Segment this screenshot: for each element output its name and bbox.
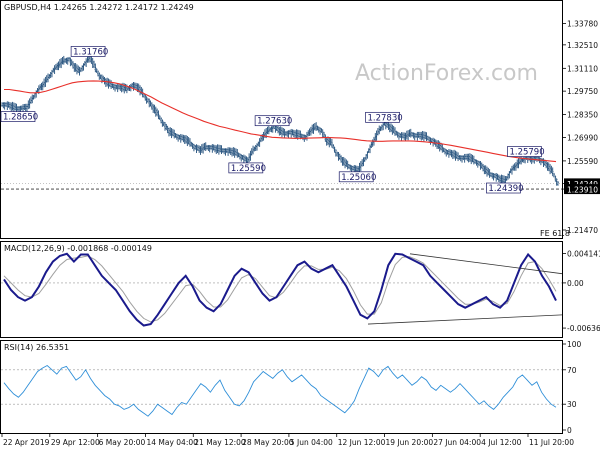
time-axis-label: 28 May 20:00 xyxy=(242,438,294,447)
rsi-axis-label: 100 xyxy=(567,340,582,349)
price-annotation-label: 1.27830 xyxy=(368,113,403,123)
macd-axis-label: 0.00 xyxy=(567,279,584,288)
time-axis-label: 27 Jun 04:00 xyxy=(433,438,481,447)
rsi-axis-label: 70 xyxy=(567,366,577,375)
time-axis-label: 21 May 12:00 xyxy=(194,438,246,447)
price-axis-label: 1.33780 xyxy=(567,20,598,29)
price-axis-label: 1.21470 xyxy=(567,226,598,235)
price-annotation-box xyxy=(365,111,400,123)
price-layer: 1.28650 1.31760 1.25590 1.27630 1.25060 1.278… xyxy=(0,20,600,235)
price-axis-label: 1.23910 xyxy=(567,186,598,195)
rsi-title: RSI(14) 26.5351 xyxy=(4,343,69,352)
fe-level-tag xyxy=(564,184,600,195)
time-axis-label: 29 Apr 12:00 xyxy=(51,438,100,447)
price-annotation-box xyxy=(338,171,374,183)
time-axis-label: 22 Apr 2019 xyxy=(3,438,50,447)
current-price-tag xyxy=(564,178,600,189)
time-axis-label: 11 Jul 20:00 xyxy=(529,438,574,447)
price-axis-label: 1.29750 xyxy=(567,87,598,96)
price-annotation-box xyxy=(70,46,106,57)
price-annotation-label: 1.28650 xyxy=(3,113,38,123)
price-axis-label: 1.26990 xyxy=(567,133,598,142)
time-axis-label: 5 Jun 04:00 xyxy=(290,438,333,447)
macd-trendline-upper xyxy=(409,253,563,275)
rsi-axis-label: 30 xyxy=(567,400,577,409)
macd-trendline-lower xyxy=(367,314,563,325)
macd-title: MACD(12,26,9) -0.001868 -0.000149 xyxy=(4,244,152,253)
macd-signal-line xyxy=(3,255,557,323)
time-axis-label: 14 May 04:00 xyxy=(146,438,198,447)
price-annotation-box xyxy=(0,111,36,122)
rsi-panel-frame xyxy=(0,340,563,434)
price-annotation-label: 1.24390 xyxy=(488,184,523,194)
rsi-line xyxy=(3,364,557,417)
price-annotation-box xyxy=(486,182,521,194)
price-axis-label: 1.31110 xyxy=(567,64,598,73)
time-axis-label: 4 Jul 12:00 xyxy=(481,438,521,447)
rsi-layer: 100 70 30 0 xyxy=(1,340,582,435)
fe-level-label: FE 61.8 xyxy=(540,229,570,238)
price-annotation-label: 1.25590 xyxy=(231,164,266,174)
price-annotation-box xyxy=(507,146,542,157)
price-annotation-box xyxy=(254,115,290,127)
axis-layer: 22 Apr 2019 29 Apr 12:006 May 20:00 14 May… xyxy=(1,434,574,447)
macd-layer: 0.004141 0.00 -0.006365 xyxy=(1,250,600,333)
watermark-text: ActionForex.com xyxy=(355,61,538,86)
price-annotation-label: 1.25790 xyxy=(509,148,544,158)
price-annotation-box xyxy=(228,162,264,174)
macd-axis-label: 0.004141 xyxy=(567,250,600,259)
price-annotation-label: 1.31760 xyxy=(73,47,108,57)
time-axis-label: 12 Jun 12:00 xyxy=(338,438,386,447)
price-axis-label: 1.28350 xyxy=(567,111,598,120)
macd-axis-label: -0.006365 xyxy=(567,324,600,333)
time-axis-label: 6 May 20:00 xyxy=(99,438,146,447)
macd-line xyxy=(3,252,557,327)
price-annotation-label: 1.25060 xyxy=(341,173,376,183)
time-axis-label: 19 Jun 20:00 xyxy=(386,438,434,447)
price-annotation-label: 1.27630 xyxy=(257,117,292,127)
price-axis-label: 1.32510 xyxy=(567,41,598,50)
rsi-axis-label: 0 xyxy=(567,426,572,435)
ma-line xyxy=(4,80,557,163)
price-axis-label: 1.25590 xyxy=(567,157,598,166)
price-title: GBPUSD,H4 1.24265 1.24272 1.24172 1.2424… xyxy=(4,3,194,12)
